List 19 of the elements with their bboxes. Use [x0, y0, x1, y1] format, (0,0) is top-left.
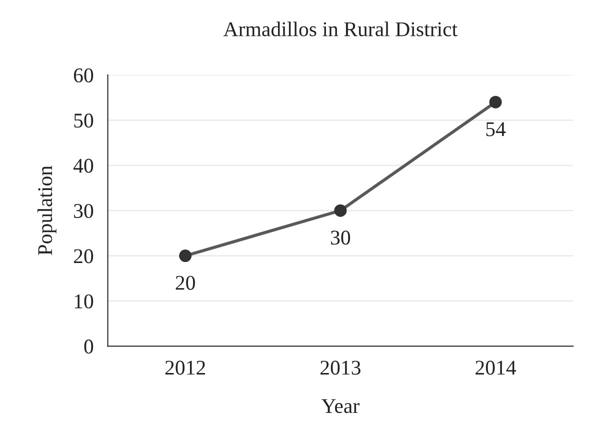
x-tick-label: 2012 — [165, 360, 206, 375]
x-axis-title: Year — [321, 399, 360, 414]
point — [179, 250, 192, 262]
y-tick-label: 10 — [74, 294, 94, 308]
data-label: 54 — [486, 122, 506, 136]
y-tick-label: 30 — [74, 204, 94, 218]
data-label: 20 — [176, 276, 195, 290]
y-tick-label: 40 — [73, 158, 94, 173]
x-tick-label: 2014 — [476, 360, 516, 375]
point — [489, 96, 502, 108]
y-tick-label: 20 — [74, 249, 94, 264]
y-tick-label: 60 — [74, 68, 94, 82]
y-tick-label: 0 — [84, 340, 94, 354]
x-tick-label: 2013 — [320, 360, 360, 375]
chart-title: Armadillos in Rural District — [223, 22, 458, 36]
data-label: 30 — [331, 230, 350, 245]
point — [334, 204, 347, 217]
y-tick-label: 50 — [74, 114, 94, 128]
y-axis-title: Population — [38, 166, 56, 256]
